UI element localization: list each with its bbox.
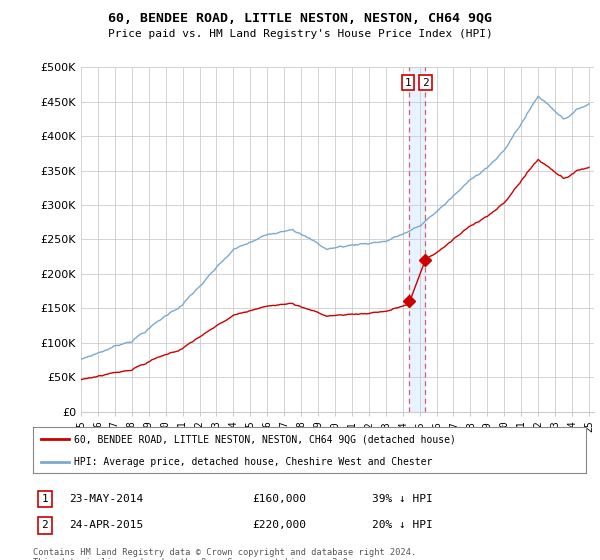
Text: 1: 1 xyxy=(41,494,49,504)
Text: HPI: Average price, detached house, Cheshire West and Chester: HPI: Average price, detached house, Ches… xyxy=(74,457,433,467)
Text: 2: 2 xyxy=(41,520,49,530)
Bar xyxy=(409,67,425,412)
Text: 2: 2 xyxy=(422,77,429,87)
Text: 60, BENDEE ROAD, LITTLE NESTON, NESTON, CH64 9QG (detached house): 60, BENDEE ROAD, LITTLE NESTON, NESTON, … xyxy=(74,434,457,444)
Text: 1: 1 xyxy=(405,77,412,87)
Text: £160,000: £160,000 xyxy=(252,494,306,504)
Text: 60, BENDEE ROAD, LITTLE NESTON, NESTON, CH64 9QG: 60, BENDEE ROAD, LITTLE NESTON, NESTON, … xyxy=(108,12,492,25)
Text: Price paid vs. HM Land Registry's House Price Index (HPI): Price paid vs. HM Land Registry's House … xyxy=(107,29,493,39)
Text: 24-APR-2015: 24-APR-2015 xyxy=(69,520,143,530)
Text: 20% ↓ HPI: 20% ↓ HPI xyxy=(372,520,433,530)
Text: 39% ↓ HPI: 39% ↓ HPI xyxy=(372,494,433,504)
Text: Contains HM Land Registry data © Crown copyright and database right 2024.
This d: Contains HM Land Registry data © Crown c… xyxy=(33,548,416,560)
Text: 23-MAY-2014: 23-MAY-2014 xyxy=(69,494,143,504)
Text: £220,000: £220,000 xyxy=(252,520,306,530)
